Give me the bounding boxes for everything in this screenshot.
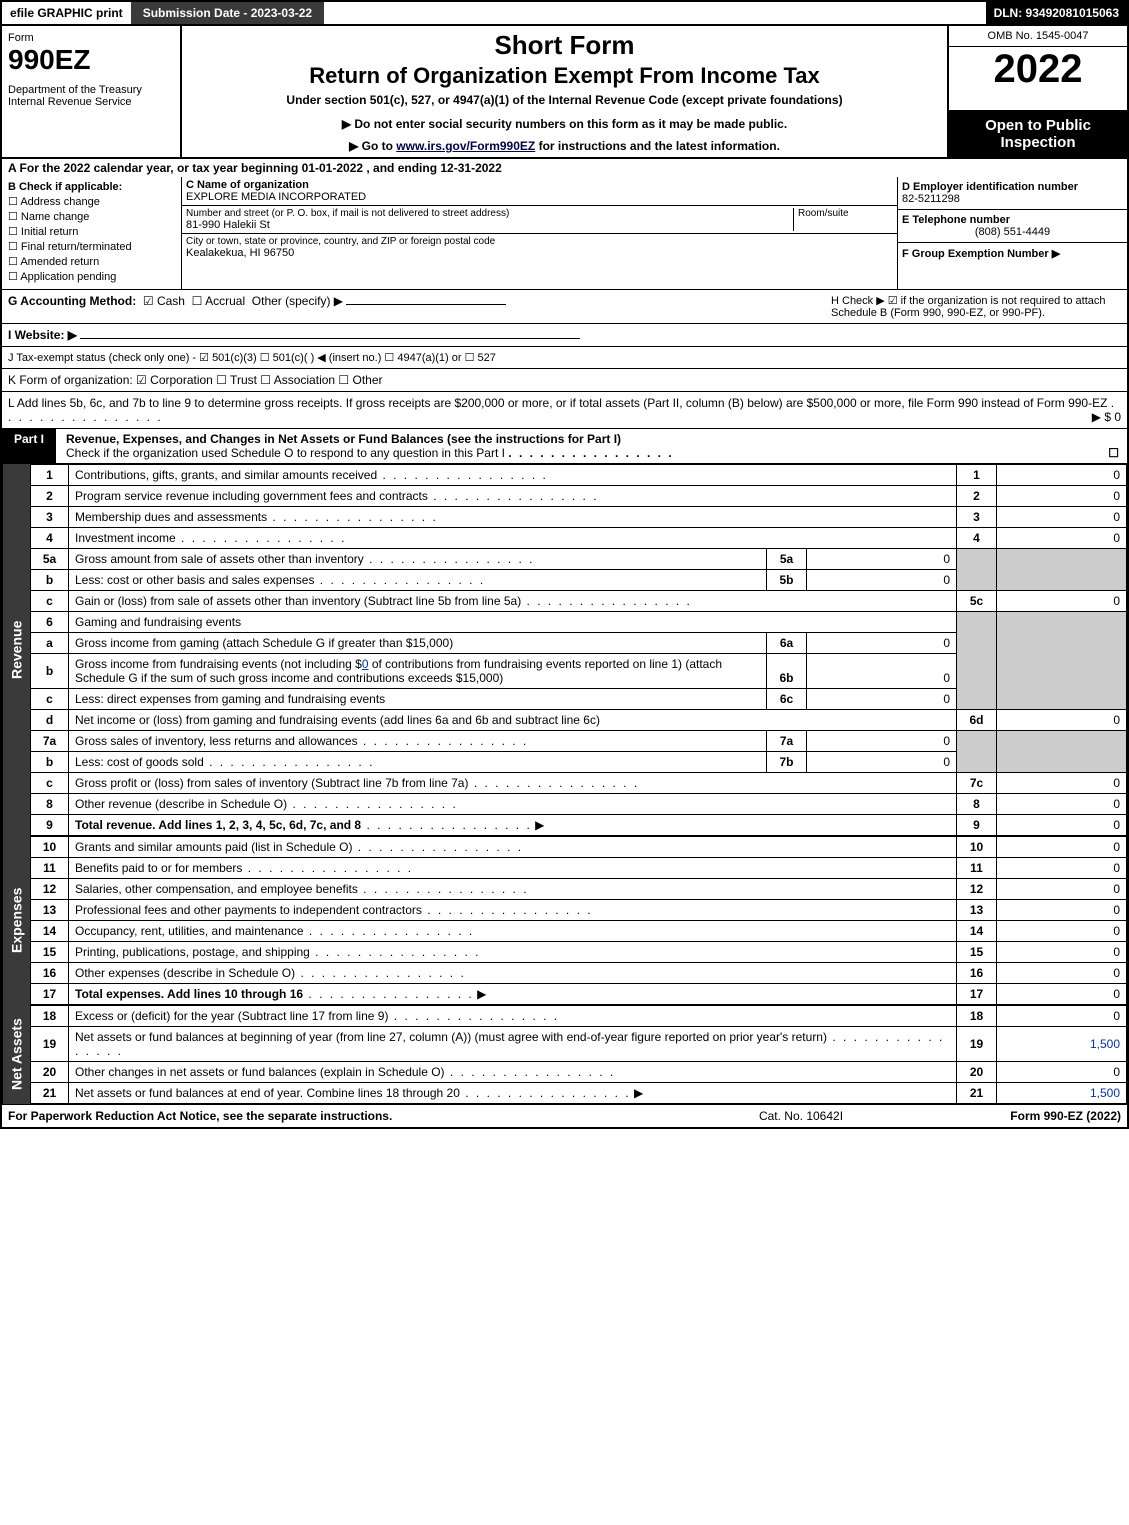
block-b-c-d: B Check if applicable: ☐ Address change … xyxy=(2,177,1127,290)
footer-mid: Cat. No. 10642I xyxy=(661,1109,941,1123)
form-header: Form 990EZ Department of the Treasury In… xyxy=(0,26,1129,159)
cb-address-change[interactable]: ☐ Address change xyxy=(8,195,175,208)
line-j: J Tax-exempt status (check only one) - ☑… xyxy=(2,347,1127,369)
h-check: H Check ▶ ☑ if the organization is not r… xyxy=(821,294,1121,319)
netassets-block: Net Assets 18Excess or (deficit) for the… xyxy=(2,1005,1127,1104)
g-accounting: G Accounting Method: ☑ Cash ☐ Accrual Ot… xyxy=(8,294,821,319)
under-section: Under section 501(c), 527, or 4947(a)(1)… xyxy=(192,93,937,107)
form-number: 990EZ xyxy=(8,44,174,76)
g-other[interactable]: Other (specify) ▶ xyxy=(252,294,343,308)
header-right: OMB No. 1545-0047 2022 Open to Public In… xyxy=(947,26,1127,157)
footer-right: Form 990-EZ (2022) xyxy=(941,1109,1121,1123)
row-g-h: G Accounting Method: ☑ Cash ☐ Accrual Ot… xyxy=(2,290,1127,324)
f-group-label: F Group Exemption Number ▶ xyxy=(902,247,1123,260)
dln-label: DLN: 93492081015063 xyxy=(986,2,1127,24)
netassets-table: 18Excess or (deficit) for the year (Subt… xyxy=(30,1005,1127,1104)
line-i: I Website: ▶ xyxy=(2,324,1127,347)
omb-number: OMB No. 1545-0047 xyxy=(949,26,1127,47)
l-amount: ▶ $ 0 xyxy=(1092,410,1121,424)
c-name-label: C Name of organization xyxy=(186,179,893,191)
c-city-label: City or town, state or province, country… xyxy=(186,236,893,247)
goto-suffix: for instructions and the latest informat… xyxy=(539,139,780,153)
header-left: Form 990EZ Department of the Treasury In… xyxy=(2,26,182,157)
g-cash[interactable]: Cash xyxy=(157,294,185,308)
expenses-side-label: Expenses xyxy=(2,836,30,1005)
form-label: Form xyxy=(8,32,174,44)
tel-value: (808) 551-4449 xyxy=(902,226,1123,238)
cb-initial-return[interactable]: ☐ Initial return xyxy=(8,225,175,238)
cb-amended-return[interactable]: ☐ Amended return xyxy=(8,255,175,268)
do-not-enter: ▶ Do not enter social security numbers o… xyxy=(192,117,937,131)
org-city: Kealakekua, HI 96750 xyxy=(186,247,893,259)
line-a: A For the 2022 calendar year, or tax yea… xyxy=(2,159,1127,177)
open-to-public: Open to Public Inspection xyxy=(949,111,1127,157)
footer-left: For Paperwork Reduction Act Notice, see … xyxy=(8,1109,661,1123)
expenses-block: Expenses 10Grants and similar amounts pa… xyxy=(2,836,1127,1005)
header-middle: Short Form Return of Organization Exempt… xyxy=(182,26,947,157)
line-l: L Add lines 5b, 6c, and 7b to line 9 to … xyxy=(2,392,1127,429)
dept-label: Department of the Treasury Internal Reve… xyxy=(8,84,174,108)
d-ein-label: D Employer identification number xyxy=(902,181,1123,193)
page-footer: For Paperwork Reduction Act Notice, see … xyxy=(0,1105,1129,1129)
revenue-table: 1Contributions, gifts, grants, and simil… xyxy=(30,464,1127,836)
revenue-side-label: Revenue xyxy=(2,464,30,836)
revenue-block: Revenue 1Contributions, gifts, grants, a… xyxy=(2,464,1127,836)
cb-name-change[interactable]: ☐ Name change xyxy=(8,210,175,223)
efile-label[interactable]: efile GRAPHIC print xyxy=(2,2,131,24)
irs-link[interactable]: www.irs.gov/Form990EZ xyxy=(396,139,535,153)
short-form-title: Short Form xyxy=(192,30,937,61)
expenses-table: 10Grants and similar amounts paid (list … xyxy=(30,836,1127,1005)
netassets-side-label: Net Assets xyxy=(2,1005,30,1104)
ein-value: 82-5211298 xyxy=(902,193,1123,205)
column-c: C Name of organization EXPLORE MEDIA INC… xyxy=(182,177,897,289)
part-1-bar: Part I Revenue, Expenses, and Changes in… xyxy=(2,429,1127,464)
org-name: EXPLORE MEDIA INCORPORATED xyxy=(186,191,893,203)
column-b: B Check if applicable: ☐ Address change … xyxy=(2,177,182,289)
cb-final-return[interactable]: ☐ Final return/terminated xyxy=(8,240,175,253)
e-tel-label: E Telephone number xyxy=(902,214,1123,226)
part1-checkbox[interactable]: ☐ xyxy=(1108,446,1119,460)
goto-line: ▶ Go to www.irs.gov/Form990EZ for instru… xyxy=(192,139,937,153)
top-bar: efile GRAPHIC print Submission Date - 20… xyxy=(0,0,1129,26)
b-label: B Check if applicable: xyxy=(8,181,175,193)
g-accrual[interactable]: Accrual xyxy=(205,294,245,308)
tax-year: 2022 xyxy=(949,47,1127,111)
line-k: K Form of organization: ☑ Corporation ☐ … xyxy=(2,369,1127,392)
c-street-label: Number and street (or P. O. box, if mail… xyxy=(186,208,793,219)
return-title: Return of Organization Exempt From Incom… xyxy=(192,63,937,89)
part-1-title: Revenue, Expenses, and Changes in Net As… xyxy=(58,429,1127,463)
org-street: 81-990 Halekii St xyxy=(186,219,793,231)
part-1-label: Part I xyxy=(2,429,58,463)
room-label: Room/suite xyxy=(798,208,893,219)
column-def: D Employer identification number 82-5211… xyxy=(897,177,1127,289)
submission-date: Submission Date - 2023-03-22 xyxy=(131,2,324,24)
cb-application-pending[interactable]: ☐ Application pending xyxy=(8,270,175,283)
goto-prefix: ▶ Go to xyxy=(349,139,396,153)
